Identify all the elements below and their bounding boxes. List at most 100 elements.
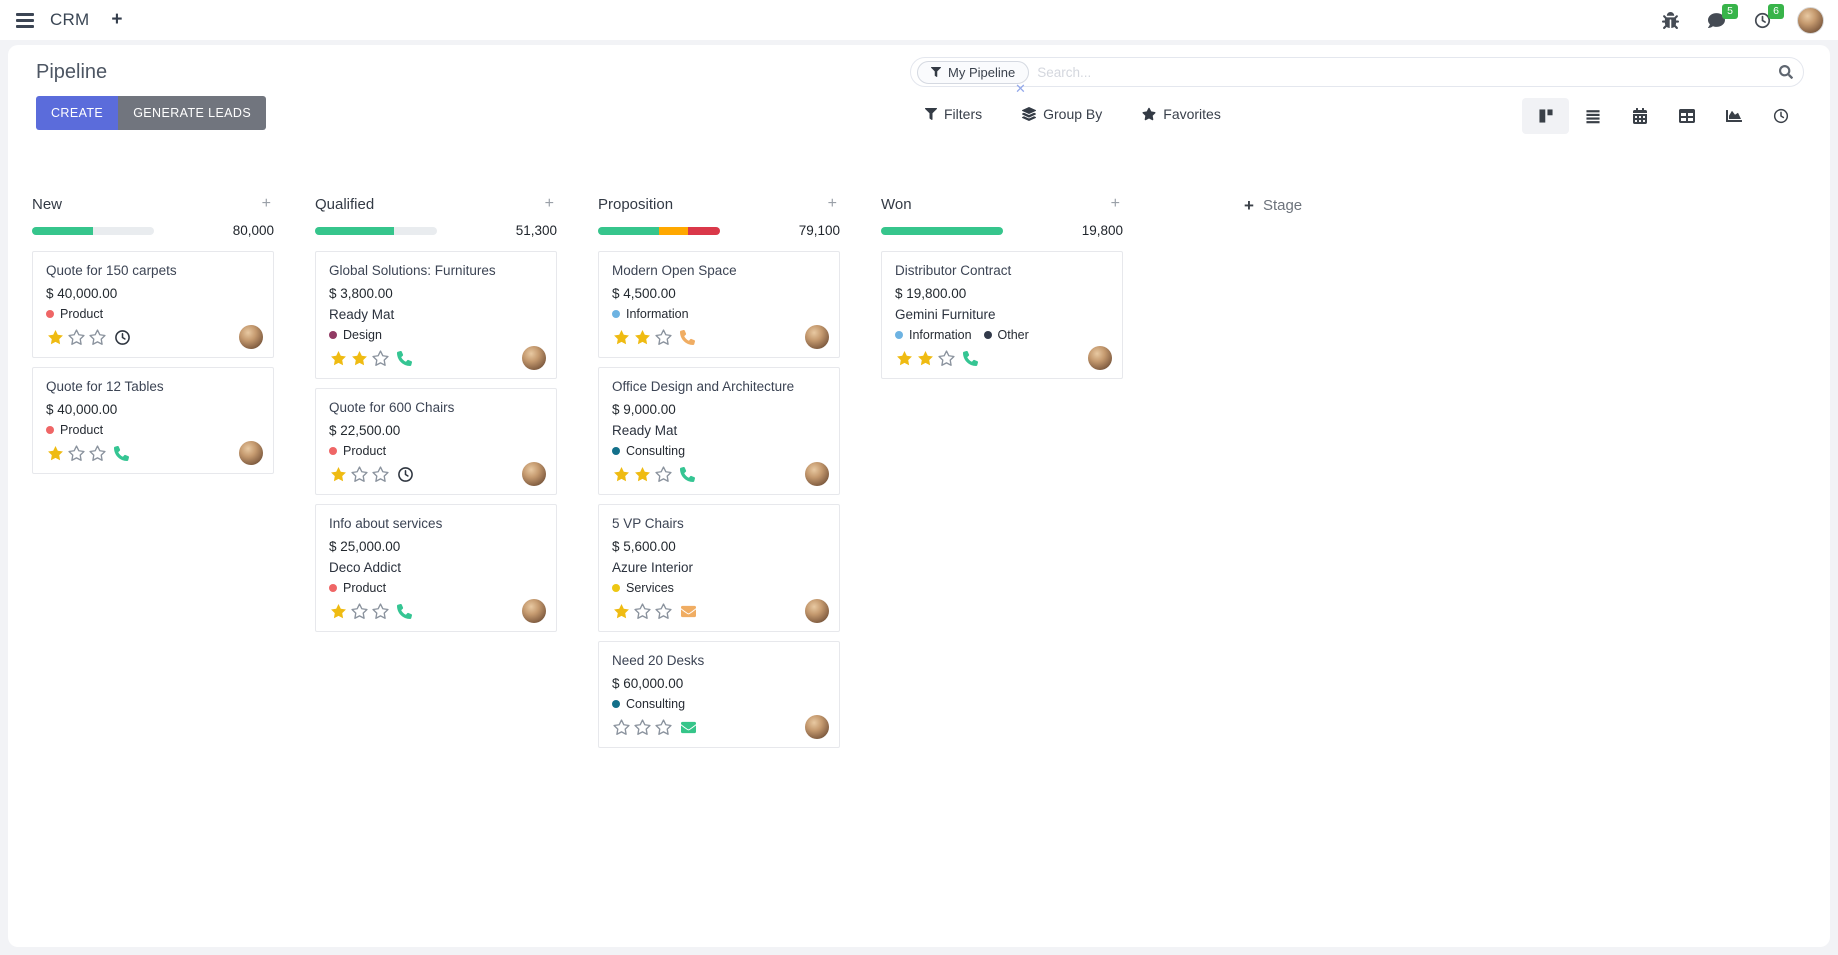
activity-envelope-button[interactable] [680,720,697,735]
card-tag[interactable]: Product [329,581,386,595]
list-view-button[interactable] [1569,98,1616,134]
column-progressbar[interactable] [32,226,154,235]
kanban-card[interactable]: Quote for 600 Chairs $ 22,500.00 Product [315,388,557,495]
user-avatar[interactable] [1797,6,1824,34]
column-title[interactable]: New [32,195,63,213]
activities-icon[interactable]: 6 [1751,4,1784,31]
star-icon[interactable] [654,465,673,484]
kanban-card[interactable]: Global Solutions: Furnitures $ 3,800.00 … [315,251,557,379]
salesperson-avatar[interactable] [805,325,829,349]
messages-icon[interactable]: 5 [1705,4,1738,31]
star-icon[interactable] [88,328,107,347]
star-icon[interactable] [46,328,65,347]
kanban-card[interactable]: Modern Open Space $ 4,500.00 Information [598,251,840,358]
card-tag[interactable]: Services [612,581,674,595]
kanban-card[interactable]: 5 VP Chairs $ 5,600.00 Azure Interior Se… [598,504,840,632]
star-icon[interactable] [88,444,107,463]
quick-create-icon[interactable]: + [544,195,554,212]
activity-phone-button[interactable] [680,466,695,482]
kanban-card[interactable]: Quote for 12 Tables $ 40,000.00 Product [32,367,274,474]
star-icon[interactable] [633,602,652,621]
star-icon[interactable] [633,465,652,484]
search-facet[interactable]: My Pipeline [917,60,1030,84]
star-icon[interactable] [350,349,369,368]
column-progressbar[interactable] [315,226,437,235]
search-input[interactable] [1029,64,1779,80]
activity-phone-button[interactable] [680,329,695,345]
salesperson-avatar[interactable] [805,462,829,486]
calendar-view-button[interactable] [1616,98,1663,134]
star-icon[interactable] [633,718,652,737]
activity-phone-button[interactable] [397,603,412,619]
star-icon[interactable] [350,465,369,484]
star-icon[interactable] [371,465,390,484]
star-icon[interactable] [654,602,673,621]
card-tag[interactable]: Product [329,444,386,458]
salesperson-avatar[interactable] [805,599,829,623]
salesperson-avatar[interactable] [522,462,546,486]
kanban-card[interactable]: Quote for 150 carpets $ 40,000.00 Produc… [32,251,274,358]
star-icon[interactable] [633,328,652,347]
star-icon[interactable] [371,602,390,621]
card-tag[interactable]: Product [46,423,103,437]
activity-clock-button[interactable] [114,329,131,346]
star-icon[interactable] [916,349,935,368]
column-title[interactable]: Proposition [598,195,674,213]
quick-create-icon[interactable]: + [1110,195,1120,212]
star-icon[interactable] [654,328,673,347]
card-tag[interactable]: Other [983,328,1029,342]
star-icon[interactable] [350,602,369,621]
card-tag[interactable]: Product [46,307,103,321]
kanban-card[interactable]: Need 20 Desks $ 60,000.00 Consulting [598,641,840,748]
star-icon[interactable] [612,465,631,484]
graph-view-button[interactable] [1710,98,1757,134]
star-icon[interactable] [612,328,631,347]
activity-phone-button[interactable] [963,350,978,366]
add-stage-button[interactable]: + Stage [1244,197,1302,214]
star-icon[interactable] [371,349,390,368]
search-icon[interactable] [1779,65,1793,79]
salesperson-avatar[interactable] [522,346,546,370]
column-title[interactable]: Won [881,195,912,213]
salesperson-avatar[interactable] [522,599,546,623]
card-tag[interactable]: Information [895,328,972,342]
filters-menu[interactable]: Filters [925,106,982,122]
groupby-menu[interactable]: Group By [1022,106,1102,122]
star-icon[interactable] [329,465,348,484]
activity-phone-button[interactable] [397,350,412,366]
card-tag[interactable]: Design [329,328,382,342]
star-icon[interactable] [612,602,631,621]
search-bar[interactable]: My Pipeline ✕ [910,57,1804,95]
kanban-view-button[interactable] [1522,98,1569,134]
salesperson-avatar[interactable] [239,325,263,349]
add-tab-icon[interactable]: + [111,9,123,30]
star-icon[interactable] [895,349,914,368]
salesperson-avatar[interactable] [1088,346,1112,370]
star-icon[interactable] [612,718,631,737]
star-icon[interactable] [46,444,65,463]
debug-bug-icon[interactable] [1659,9,1681,31]
star-icon[interactable] [67,328,86,347]
activity-envelope-button[interactable] [680,604,697,619]
favorites-menu[interactable]: Favorites [1142,106,1221,122]
star-icon[interactable] [329,349,348,368]
star-icon[interactable] [67,444,86,463]
column-progressbar[interactable] [598,226,720,235]
star-icon[interactable] [937,349,956,368]
column-progressbar[interactable] [881,226,1003,235]
salesperson-avatar[interactable] [805,715,829,739]
pivot-view-button[interactable] [1663,98,1710,134]
facet-remove-icon[interactable]: ✕ [1015,81,1026,96]
apps-menu-icon[interactable] [14,9,36,32]
kanban-card[interactable]: Office Design and Architecture $ 9,000.0… [598,367,840,495]
kanban-card[interactable]: Info about services $ 25,000.00 Deco Add… [315,504,557,632]
column-title[interactable]: Qualified [315,195,375,213]
activity-phone-button[interactable] [114,445,129,461]
card-tag[interactable]: Information [612,307,689,321]
activity-clock-button[interactable] [397,466,414,483]
generate-leads-button[interactable]: GENERATE LEADS [118,96,267,130]
quick-create-icon[interactable]: + [827,195,837,212]
star-icon[interactable] [654,718,673,737]
create-button[interactable]: CREATE [36,96,119,130]
card-tag[interactable]: Consulting [612,697,685,711]
